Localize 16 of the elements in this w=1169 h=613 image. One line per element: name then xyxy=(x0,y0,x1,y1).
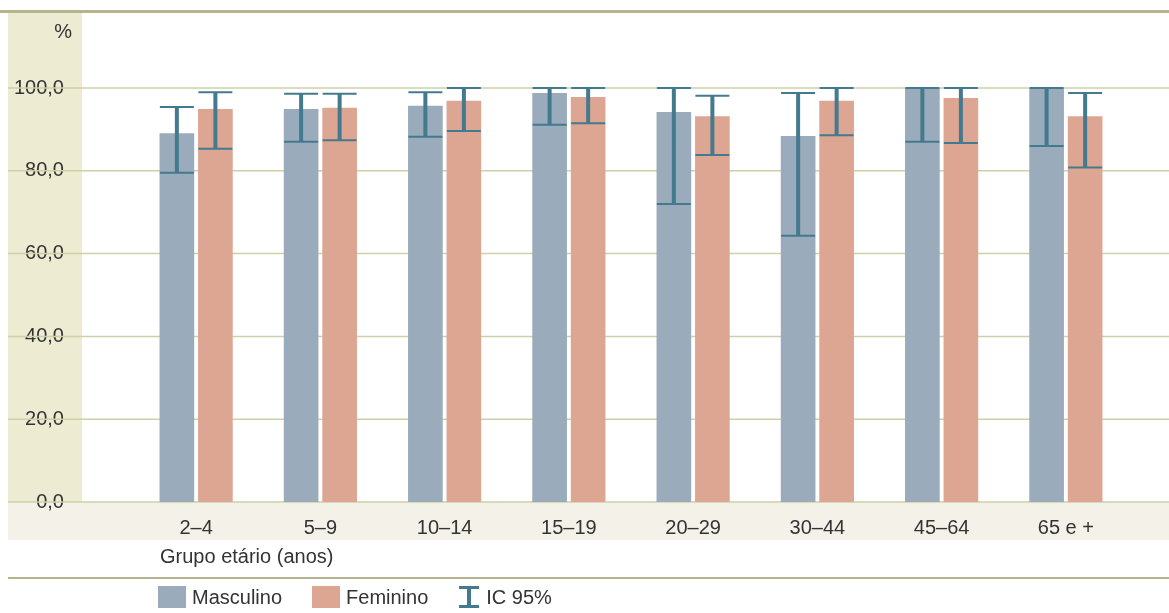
x-tick-label: 2–4 xyxy=(179,515,213,538)
x-axis-title: Grupo etário (anos) xyxy=(160,545,334,568)
x-tick-label: 15–19 xyxy=(541,515,597,538)
x-tick-label: 30–44 xyxy=(789,515,846,538)
legend-label: Feminino xyxy=(346,585,429,609)
text: IC 95% xyxy=(486,585,552,609)
x-tick-label: 5–9 xyxy=(303,515,338,538)
y-tick-label: 20,0 xyxy=(25,406,64,429)
legend-label: Masculino xyxy=(192,585,283,609)
x-tick-label: 45–64 xyxy=(913,515,970,538)
y-tick-label: 100,0 xyxy=(13,75,64,98)
x-tick-label: 10–14 xyxy=(416,515,473,538)
y-axis-title: % xyxy=(53,20,72,43)
x-tick-label: 20–29 xyxy=(665,515,721,538)
y-tick-label: 0,0 xyxy=(36,489,64,512)
x-tick-label: 65 e + xyxy=(1037,515,1094,538)
